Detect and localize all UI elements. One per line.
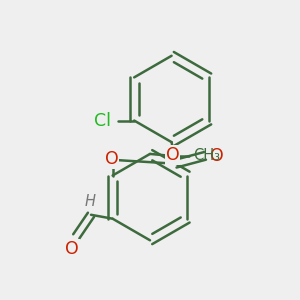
Text: O: O xyxy=(166,146,179,164)
Text: CH₃: CH₃ xyxy=(194,148,220,164)
Text: O: O xyxy=(65,240,79,258)
Text: H: H xyxy=(85,194,95,208)
Text: O: O xyxy=(105,150,118,168)
Text: Cl: Cl xyxy=(94,112,111,130)
Text: O: O xyxy=(210,147,224,165)
